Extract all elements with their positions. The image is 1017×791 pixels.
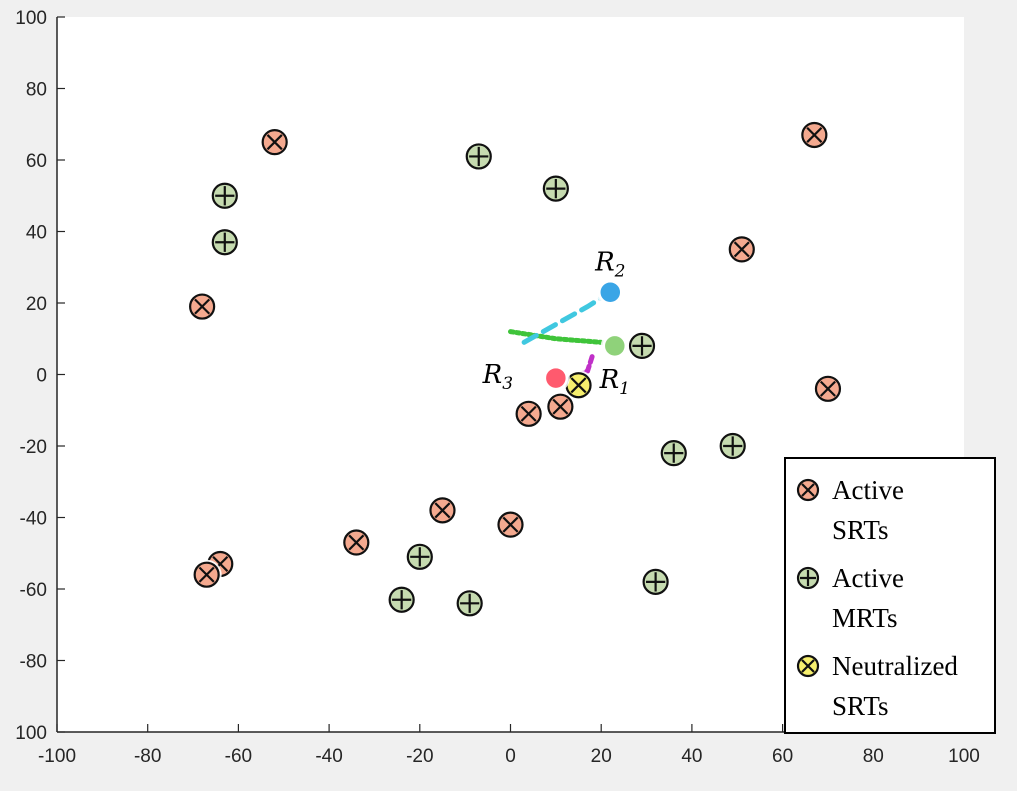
robot-label: R3: [482, 360, 513, 394]
active-mrts-marker: [717, 431, 748, 461]
y-tick-label: -60: [20, 580, 47, 601]
robot-dot: [598, 280, 623, 305]
legend-label-line1: Active: [832, 563, 904, 593]
legend-box: [784, 457, 996, 734]
active-mrts-marker: [463, 141, 494, 172]
x-tick-label: -80: [134, 746, 161, 767]
active-srts-marker: [799, 119, 830, 150]
robot-dot: [543, 365, 569, 391]
y-tick-label: -80: [20, 652, 47, 673]
legend-marker: [795, 565, 821, 591]
active-srts-marker: [726, 234, 757, 265]
robot-label: R2: [594, 247, 625, 281]
markers: [187, 119, 843, 619]
active-mrts-marker: [404, 541, 435, 572]
active-mrts-marker: [386, 584, 417, 615]
robot-R2: R2: [594, 247, 625, 307]
legend-item: Active MRTs: [795, 563, 904, 633]
robot-R3: R3: [482, 360, 570, 394]
legend-label-line2: SRTs: [832, 515, 889, 545]
y-tick-label: 100: [15, 723, 47, 744]
legend-marker: [795, 477, 821, 503]
y-ticks: 100 80 60 40 20 0 -20 -40 -60 -80 100: [15, 8, 65, 744]
legend: Active SRTs Active MRTs Neutralized SRTs: [784, 457, 996, 734]
robot-R1: R1: [599, 331, 630, 399]
y-tick-label: -40: [20, 509, 47, 530]
legend-item: Neutralized SRTs: [795, 651, 958, 721]
y-tick-label: 80: [26, 80, 47, 101]
legend-label-line2: MRTs: [832, 603, 898, 633]
x-tick-label: -60: [225, 746, 252, 767]
active-mrts-marker: [640, 566, 671, 597]
active-srts-marker: [513, 398, 544, 429]
active-mrts-marker: [209, 180, 240, 211]
active-srts-marker: [812, 373, 843, 404]
x-ticks: -100 -80 -60 -40 -20 0 20 40 60 80 100: [38, 724, 980, 767]
robots: R1 R2 R3: [482, 247, 630, 399]
neutralized-srts-marker: [563, 370, 594, 401]
y-tick-label: 40: [26, 223, 47, 244]
x-tick-label: 60: [772, 746, 793, 767]
active-srts-marker: [191, 559, 222, 590]
legend-label-line1: Neutralized: [832, 651, 958, 681]
active-mrts-marker: [454, 588, 485, 619]
y-tick-label: -20: [20, 437, 47, 458]
y-tick-label: 0: [36, 366, 47, 387]
active-srts-marker: [427, 495, 458, 526]
robot-label: R1: [599, 365, 630, 399]
active-mrts-marker: [627, 330, 658, 361]
active-mrts-marker: [209, 227, 240, 258]
x-tick-label: 0: [505, 746, 516, 767]
y-tick-label: 100: [15, 8, 47, 29]
x-tick-label: -100: [38, 746, 76, 767]
active-srts-marker: [341, 527, 372, 558]
x-tick-label: 100: [948, 746, 980, 767]
active-srts-marker: [259, 127, 290, 158]
y-tick-label: 60: [26, 151, 47, 172]
legend-label-line1: Active: [832, 475, 904, 505]
active-mrts-marker: [540, 173, 571, 204]
legend-label-line2: SRTs: [832, 691, 889, 721]
x-tick-label: -40: [315, 746, 342, 767]
x-tick-label: 80: [863, 746, 884, 767]
legend-marker: [795, 653, 821, 679]
active-srts-marker: [545, 391, 576, 422]
x-tick-label: -20: [406, 746, 433, 767]
active-mrts-marker: [658, 438, 689, 469]
legend-item: Active SRTs: [795, 475, 904, 545]
x-tick-label: 40: [681, 746, 702, 767]
active-srts-marker: [187, 291, 218, 322]
active-srts-marker: [495, 509, 526, 540]
y-tick-label: 20: [26, 294, 47, 315]
x-tick-label: 20: [591, 746, 612, 767]
robot-dot: [602, 333, 628, 359]
